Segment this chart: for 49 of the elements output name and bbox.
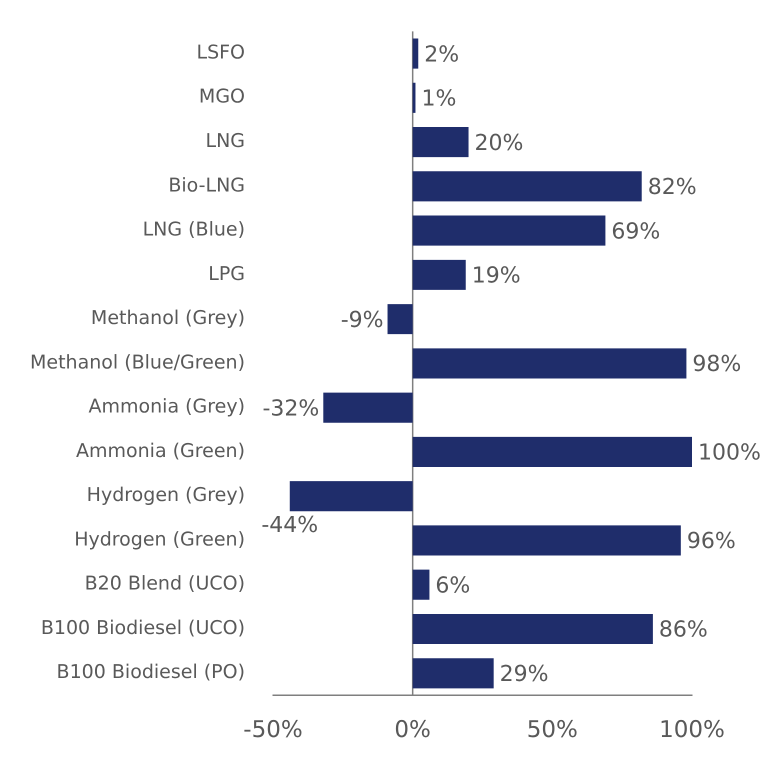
bar [412, 260, 466, 290]
bar [290, 481, 413, 512]
bar [412, 658, 494, 688]
y-tick-label: MGO [198, 86, 246, 108]
y-tick-label: Ammonia (Grey) [88, 396, 246, 418]
data-label: 98% [692, 352, 742, 378]
x-tick-label: 0% [394, 717, 431, 744]
y-tick-label: Ammonia (Green) [76, 440, 246, 462]
x-tick-label: 100% [659, 717, 725, 744]
y-tick-label: B100 Biodiesel (PO) [56, 661, 246, 684]
data-label: -32% [262, 396, 320, 422]
bar [412, 216, 606, 246]
y-tick-label: LSFO [196, 41, 246, 64]
bar [412, 82, 416, 113]
y-tick-label: Hydrogen (Grey) [86, 484, 246, 506]
y-tick-label: Methanol (Grey) [90, 307, 246, 330]
y-tick-label: Bio-LNG [168, 174, 246, 196]
bar [412, 38, 418, 69]
x-tick-label: 50% [526, 717, 578, 744]
x-tick-label: -50% [243, 717, 303, 744]
data-label: 2% [424, 42, 460, 68]
data-label: 20% [474, 130, 524, 156]
y-tick-label: LNG [205, 130, 246, 152]
data-label: 6% [435, 573, 470, 598]
y-tick-label: LNG (Blue) [142, 218, 246, 241]
data-label: -9% [340, 308, 384, 333]
data-label: 19% [472, 264, 521, 289]
data-label: 82% [648, 175, 697, 200]
data-label: 86% [658, 618, 708, 643]
bar [323, 392, 413, 423]
data-label: 1% [421, 86, 456, 112]
y-tick-label: B100 Biodiesel (UCO) [40, 616, 246, 639]
bar [412, 614, 653, 644]
data-label: 100% [698, 440, 761, 466]
y-tick-label: Hydrogen (Green) [74, 528, 246, 550]
bar [412, 127, 469, 158]
bar [412, 171, 642, 202]
data-label: 69% [611, 219, 660, 244]
bar [412, 525, 681, 556]
bar [388, 304, 413, 334]
y-tick-label: B20 Blend (UCO) [84, 572, 246, 595]
bar [412, 436, 692, 467]
y-tick-label: LPG [208, 262, 246, 285]
data-label: 29% [500, 662, 549, 687]
data-label: -44% [261, 512, 318, 538]
data-label: 96% [686, 529, 736, 554]
y-tick-label: Methanol (Blue/Green) [30, 351, 246, 374]
bar [412, 570, 430, 600]
bar [412, 348, 686, 378]
